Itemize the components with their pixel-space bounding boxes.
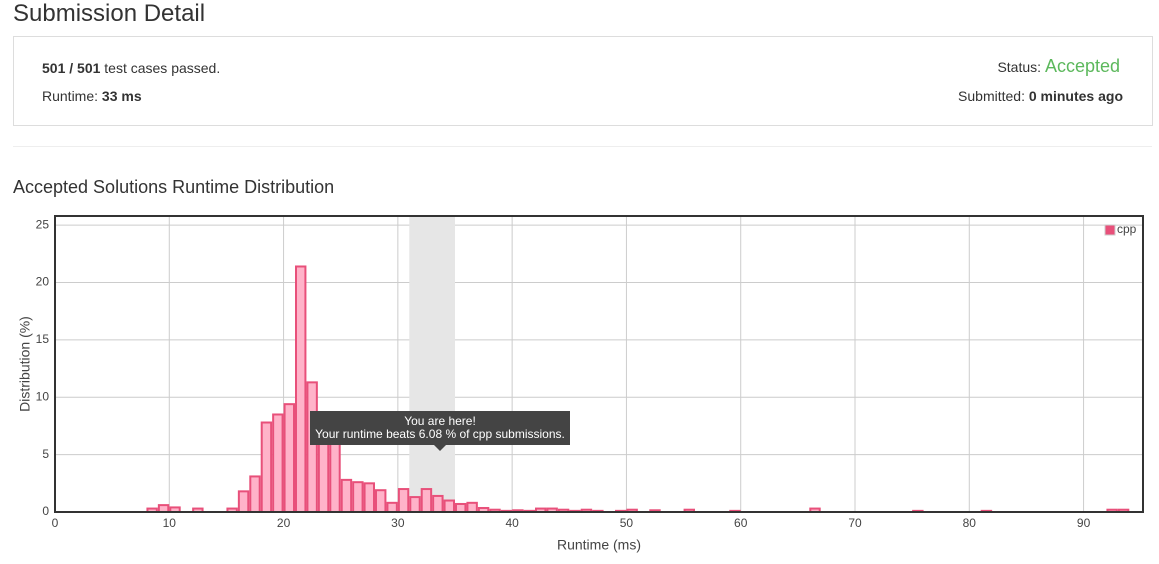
- y-tick-label: 20: [36, 275, 50, 289]
- tooltip-text: Your runtime beats 6.08 % of cpp submiss…: [315, 427, 565, 441]
- y-tick-label: 25: [36, 217, 50, 231]
- y-tick-label: 10: [36, 389, 50, 403]
- tooltip: You are here!Your runtime beats 6.08 % o…: [310, 411, 570, 451]
- x-tick-label: 90: [1077, 516, 1091, 530]
- submitted-row: Submitted: 0 minutes ago: [958, 88, 1123, 104]
- bar: [420, 488, 433, 513]
- x-tick-label: 50: [620, 516, 634, 530]
- bar: [466, 501, 478, 514]
- bar: [306, 381, 318, 514]
- submitted-label: Submitted:: [958, 88, 1025, 104]
- bar: [295, 265, 307, 513]
- bar: [283, 403, 296, 513]
- plot-frame: [54, 215, 1144, 513]
- legend-swatch: [1104, 224, 1116, 236]
- x-tick-label: 70: [848, 516, 862, 530]
- cases-text: test cases passed.: [104, 60, 221, 76]
- bar: [363, 482, 376, 514]
- y-tick-label: 0: [42, 504, 49, 518]
- bar: [397, 488, 410, 513]
- cases-row: 501 / 501 test cases passed.: [42, 60, 220, 76]
- x-tick-label: 60: [734, 516, 748, 530]
- page-title: Submission Detail: [13, 0, 206, 27]
- bar: [260, 421, 273, 513]
- y-tick-label: 5: [42, 447, 49, 461]
- bar: [157, 504, 170, 513]
- bar: [375, 489, 387, 513]
- bar: [237, 490, 250, 514]
- plot-area: [55, 216, 1143, 512]
- highlight-band: [409, 216, 455, 512]
- status-row: Status: Accepted: [997, 56, 1120, 77]
- bar: [317, 438, 330, 513]
- x-tick-label: 10: [163, 516, 177, 530]
- bar: [272, 413, 284, 513]
- runtime-row: Runtime: 33 ms: [42, 88, 142, 104]
- bar: [352, 481, 364, 513]
- status-value[interactable]: Accepted: [1044, 56, 1120, 76]
- chart-title: Accepted Solutions Runtime Distribution: [13, 177, 335, 197]
- legend-label: cpp: [1117, 222, 1137, 236]
- bar: [455, 502, 467, 514]
- summary-box: 501 / 501 test cases passed. Runtime: 33…: [13, 36, 1153, 126]
- runtime-label: Runtime:: [42, 88, 99, 104]
- y-axis-label: Distribution (%): [17, 316, 33, 412]
- y-tick-label: 15: [36, 332, 50, 346]
- tooltip-box: [310, 411, 570, 445]
- status-label: Status:: [997, 59, 1042, 75]
- bar: [249, 475, 261, 514]
- x-tick-label: 30: [391, 516, 405, 530]
- submitted-value: 0 minutes ago: [1028, 88, 1123, 104]
- divider: [13, 146, 1152, 147]
- bar: [386, 501, 398, 514]
- bar: [409, 496, 421, 513]
- x-tick-label: 0: [52, 516, 59, 530]
- bar: [432, 494, 444, 514]
- x-tick-label: 20: [277, 516, 291, 530]
- cases-passed: 501 / 501: [42, 60, 101, 76]
- tooltip-arrow: [434, 445, 446, 451]
- x-axis-label: Runtime (ms): [557, 537, 641, 553]
- x-tick-label: 80: [963, 516, 977, 530]
- runtime-value: 33 ms: [101, 88, 142, 104]
- bar: [443, 499, 456, 513]
- x-tick-label: 40: [505, 516, 519, 530]
- tooltip-text: You are here!: [404, 414, 476, 428]
- bar: [340, 478, 353, 514]
